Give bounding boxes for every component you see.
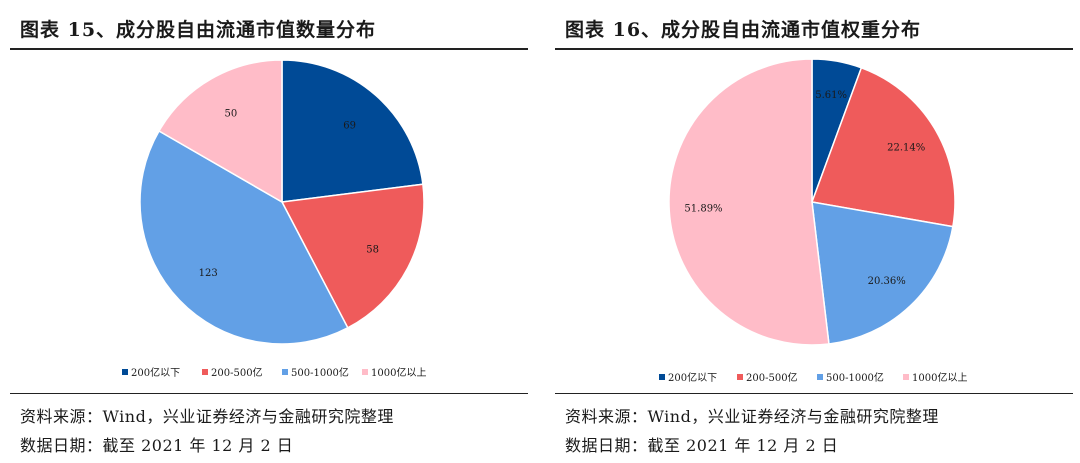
legend-swatch — [737, 374, 743, 380]
legend-swatch — [282, 369, 288, 375]
pie-slice — [811, 201, 954, 345]
slice-value-label: 50 — [225, 109, 238, 120]
legend-swatch — [659, 374, 665, 380]
chart-title: 图表 15、成分股自由流通市值数量分布 — [20, 19, 377, 41]
pie-slice — [157, 59, 283, 204]
slice-value-label: 123 — [199, 268, 218, 279]
source-note: 资料来源：Wind，兴业证券经济与金融研究院整理 — [20, 407, 394, 426]
legend-swatch — [903, 374, 909, 380]
legend-swatch — [817, 374, 823, 380]
legend-swatch — [122, 369, 128, 375]
pie-slice — [810, 66, 956, 228]
pie-slice — [668, 58, 830, 346]
pie-slice — [281, 59, 424, 203]
legend-swatch — [202, 369, 208, 375]
slice-value-label: 5.61% — [815, 90, 847, 101]
date-note: 数据日期：截至 2021 年 12 月 2 日 — [565, 436, 839, 455]
pie-slice — [139, 129, 349, 345]
legend-label: 200-500亿 — [746, 371, 798, 384]
chart-title: 图表 16、成分股自由流通市值权重分布 — [565, 19, 922, 41]
title-rule — [555, 48, 1073, 50]
footer-rule — [10, 393, 528, 394]
legend-label: 200-500亿 — [211, 366, 263, 379]
legend-label: 200亿以下 — [668, 371, 717, 384]
title-rule — [10, 48, 528, 50]
legend-label: 1000亿以上 — [371, 366, 426, 379]
legend-label: 1000亿以上 — [912, 371, 967, 384]
legend-label: 200亿以下 — [131, 366, 180, 379]
slice-value-label: 69 — [343, 120, 356, 131]
slice-value-label: 51.89% — [684, 203, 722, 214]
date-note: 数据日期：截至 2021 年 12 月 2 日 — [20, 436, 294, 455]
slice-value-label: 58 — [366, 244, 379, 255]
chart-panel-count: 图表 15、成分股自由流通市值数量分布 69 58 123 50 200亿以下 200-5… — [10, 0, 530, 463]
source-note: 资料来源：Wind，兴业证券经济与金融研究院整理 — [565, 407, 939, 426]
pie-slice — [280, 183, 425, 329]
pie-chart-weight: 5.61% 22.14% 20.36% 51.89% 200亿以下 200-500亿 500… — [659, 58, 967, 384]
legend-label: 500-1000亿 — [291, 366, 349, 379]
legend-label: 500-1000亿 — [826, 371, 884, 384]
slice-value-label: 20.36% — [868, 276, 906, 287]
footer-rule — [555, 393, 1073, 394]
pie-chart-count: 69 58 123 50 200亿以下 200-500亿 500-1000亿 1000亿以上 — [122, 59, 426, 379]
chart-panel-weight: 图表 16、成分股自由流通市值权重分布 5.61% 22.14% 20.36% 51.… — [555, 0, 1075, 463]
legend-swatch — [362, 369, 368, 375]
slice-value-label: 22.14% — [887, 143, 925, 154]
